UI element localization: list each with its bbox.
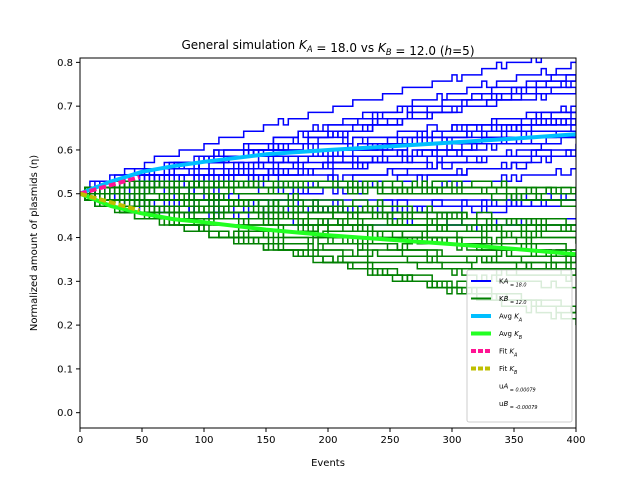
trajectory [80, 186, 576, 251]
legend-label: Avg KB [499, 330, 523, 341]
trajectory [80, 74, 576, 195]
y-axis-label: Normalized amount of plasmids (η) [29, 155, 40, 331]
trajectory [80, 58, 543, 195]
trajectory [80, 192, 576, 283]
y-tick-label: 0.5 [57, 189, 73, 200]
legend-label: KB = 12.0 [499, 295, 527, 306]
series-fit_kb [80, 191, 141, 213]
x-tick-label: 150 [256, 435, 275, 446]
x-tick-label: 300 [442, 435, 461, 446]
y-tick-label: 0.2 [57, 321, 73, 332]
series-avg_ka [80, 132, 576, 196]
trajectory [80, 192, 576, 226]
legend-label: Fit KB [499, 365, 518, 376]
x-tick-label: 250 [380, 435, 399, 446]
trajectory [80, 180, 576, 201]
series-avg_kb [80, 191, 576, 257]
y-tick-label: 0.0 [57, 408, 73, 419]
trajectory [80, 61, 576, 195]
legend-box [466, 269, 573, 423]
legend: KA = 18.0 KB = 12.0 Avg KA Avg KB Fit KA Fit … [466, 269, 573, 423]
x-tick-label: 0 [77, 435, 83, 446]
y-tick-label: 0.7 [57, 102, 73, 113]
x-axis: 0 50 100 150 200 250 300 350 400 [77, 428, 586, 446]
y-tick-label: 0.1 [57, 364, 73, 375]
x-tick-label: 200 [318, 435, 337, 446]
legend-label: uB = -0.00079 [499, 400, 537, 411]
x-tick-label: 350 [504, 435, 523, 446]
legend-label: KA = 18.0 [499, 278, 527, 289]
x-tick-label: 50 [136, 435, 149, 446]
y-tick-label: 0.4 [57, 233, 73, 244]
legend-label: uA = 0.00079 [499, 383, 536, 394]
y-tick-label: 0.6 [57, 145, 73, 156]
legend-label: Fit KA [499, 348, 518, 359]
y-tick-label: 0.8 [57, 58, 73, 69]
legend-label: Avg KA [499, 313, 523, 324]
x-axis-label: Events [311, 458, 345, 469]
x-tick-label: 400 [566, 435, 585, 446]
y-axis: 0.0 0.1 0.2 0.3 0.4 0.5 0.6 0.7 0.8 [57, 58, 80, 419]
x-tick-label: 100 [194, 435, 213, 446]
series-fit_ka [80, 175, 141, 196]
chart-title: General simulation KA = 18.0 vs KB = 12.… [182, 38, 475, 58]
y-tick-label: 0.3 [57, 277, 73, 288]
